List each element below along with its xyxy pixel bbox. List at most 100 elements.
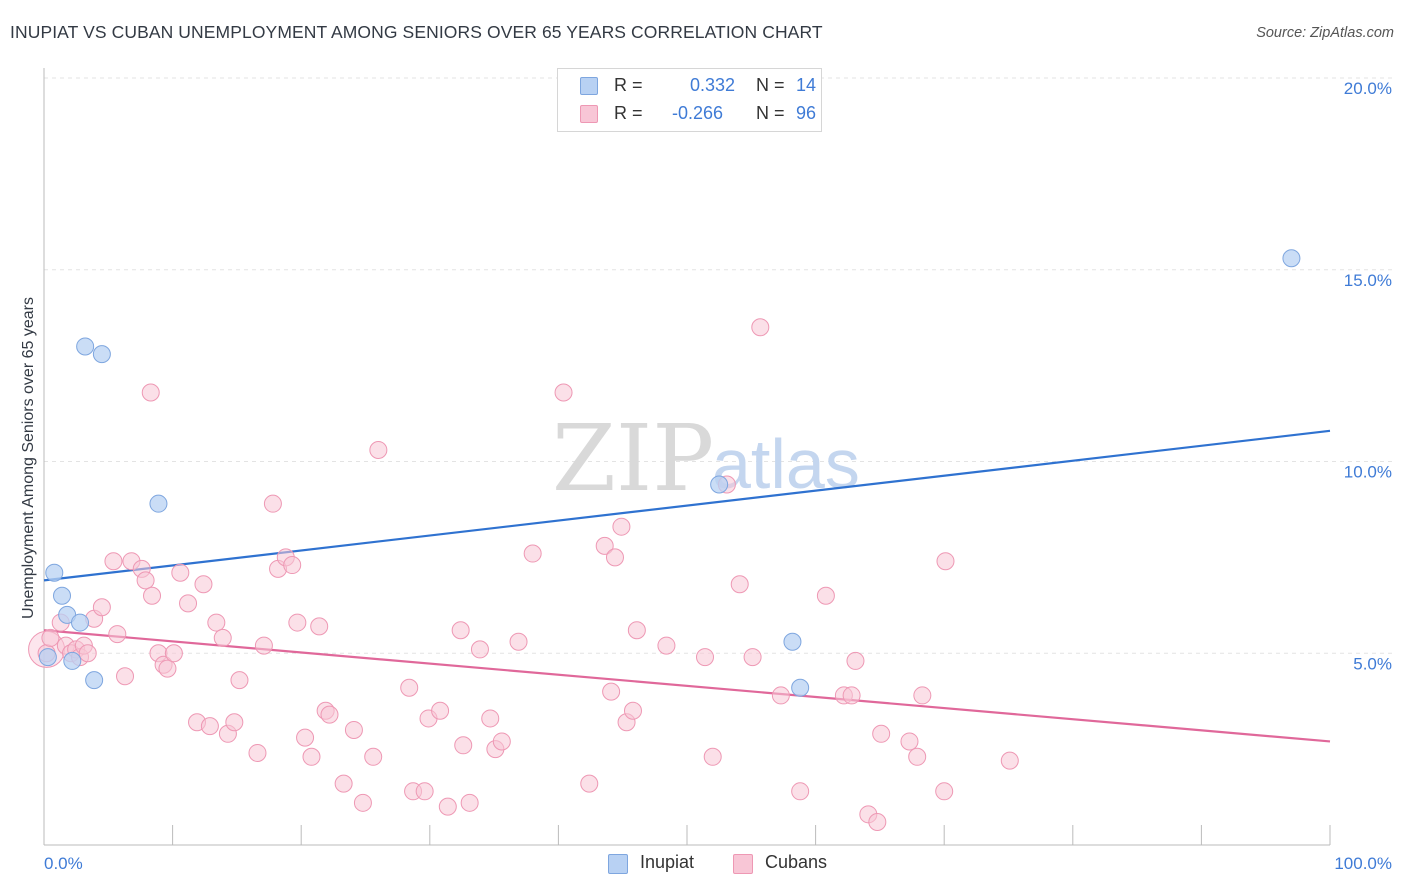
- inupiat-point: [38, 648, 57, 667]
- cubans-point: [431, 701, 450, 720]
- inupiat-point: [45, 563, 64, 582]
- watermark: ZIP atlas: [552, 405, 860, 512]
- cubans-point: [136, 571, 155, 590]
- cubans-point: [141, 383, 160, 402]
- inupiat-point: [92, 345, 111, 364]
- cubans-point: [470, 640, 489, 659]
- inupiat-point: [85, 671, 104, 690]
- cubans-point: [179, 594, 198, 613]
- cubans-point: [116, 667, 135, 686]
- inupiat-point: [783, 632, 802, 651]
- legend-r-label: R =: [614, 75, 643, 95]
- cubans-point: [481, 709, 500, 728]
- tick-labels: 5.0% 10.0% 15.0% 20.0% 0.0% 100.0%: [44, 79, 1392, 873]
- cubans-point: [872, 724, 891, 743]
- cubans-point: [703, 747, 722, 766]
- cubans-point: [900, 732, 919, 751]
- cubans-point: [846, 651, 865, 670]
- cubans-point: [353, 793, 372, 812]
- cubans-point: [302, 747, 321, 766]
- cubans-point: [230, 671, 249, 690]
- cubans-point: [92, 598, 111, 617]
- cubans-point: [936, 552, 955, 571]
- cubans-point: [296, 728, 315, 747]
- legend-n-label: N =: [756, 103, 785, 123]
- cubans-point: [554, 383, 573, 402]
- cubans-point: [344, 720, 363, 739]
- cubans-point: [605, 548, 624, 567]
- cubans-point: [751, 318, 770, 337]
- bottom-legend-cubans-label: Cubans: [765, 852, 828, 872]
- cubans-point: [400, 678, 419, 697]
- cubans-point: [696, 648, 715, 667]
- legend-n-value: 14: [796, 75, 817, 95]
- inupiat-trend-line: [43, 429, 1331, 582]
- data-points: [28, 249, 1301, 831]
- cubans-swatch: [580, 105, 598, 123]
- inupiat-swatch: [608, 854, 628, 874]
- cubans-point: [254, 636, 273, 655]
- inupiat-point: [53, 586, 72, 605]
- cubans-point: [935, 782, 954, 801]
- cubans-point: [108, 625, 127, 644]
- cubans-point: [143, 586, 162, 605]
- cubans-point: [657, 636, 676, 655]
- axes: [43, 68, 1331, 846]
- inupiat-point: [1282, 249, 1301, 268]
- cubans-point: [200, 717, 219, 736]
- bottom-legend-inupiat-label: Inupiat: [640, 852, 695, 872]
- cubans-point: [612, 517, 631, 536]
- cubans-point: [320, 705, 339, 724]
- cubans-point: [623, 701, 642, 720]
- cubans-point: [454, 736, 473, 755]
- legend-r-value: -0.266: [672, 103, 724, 123]
- cubans-point: [580, 774, 599, 793]
- cubans-point: [283, 556, 302, 575]
- cubans-point: [78, 644, 97, 663]
- watermark-zip: ZIP: [552, 405, 714, 512]
- cubans-point: [310, 617, 329, 636]
- cubans-point: [627, 621, 646, 640]
- cubans-point: [743, 648, 762, 667]
- inupiat-point: [76, 337, 95, 356]
- cubans-point: [225, 713, 244, 732]
- legend-r-value: 0.332: [690, 75, 736, 95]
- inupiat-point: [791, 678, 810, 697]
- cubans-point: [908, 747, 927, 766]
- grid-lines: [44, 77, 1392, 654]
- legend-r-label: R =: [614, 103, 643, 123]
- cubans-point: [369, 440, 388, 459]
- cubans-point: [451, 621, 470, 640]
- y-tick-label: 15.0%: [1344, 271, 1392, 290]
- cubans-point: [263, 494, 282, 513]
- inupiat-point: [63, 651, 82, 670]
- cubans-swatch: [733, 854, 753, 874]
- cubans-point: [438, 797, 457, 816]
- cubans-point: [460, 793, 479, 812]
- cubans-point: [164, 644, 183, 663]
- cubans-point: [492, 732, 511, 751]
- cubans-point: [41, 628, 60, 647]
- legend-n-label: N =: [756, 75, 785, 95]
- cubans-point: [194, 575, 213, 594]
- cubans-point: [104, 552, 123, 571]
- legend: R = 0.332 N = 14 R = -0.266 N = 96: [557, 68, 822, 132]
- inupiat-point: [71, 613, 90, 632]
- x-tick-label: 0.0%: [44, 854, 83, 873]
- cubans-point: [816, 586, 835, 605]
- cubans-point: [213, 628, 232, 647]
- inupiat-point: [710, 475, 729, 494]
- chart-title: INUPIAT VS CUBAN UNEMPLOYMENT AMONG SENI…: [10, 22, 823, 42]
- y-tick-label: 5.0%: [1353, 654, 1392, 673]
- cubans-point: [364, 747, 383, 766]
- cubans-point: [207, 613, 226, 632]
- cubans-point: [509, 632, 528, 651]
- y-tick-label: 20.0%: [1344, 79, 1392, 98]
- legend-n-value: 96: [796, 103, 817, 123]
- cubans-point: [868, 812, 887, 831]
- inupiat-swatch: [580, 77, 598, 95]
- cubans-point: [288, 613, 307, 632]
- x-tick-label: 100.0%: [1334, 854, 1392, 873]
- cubans-point: [248, 743, 267, 762]
